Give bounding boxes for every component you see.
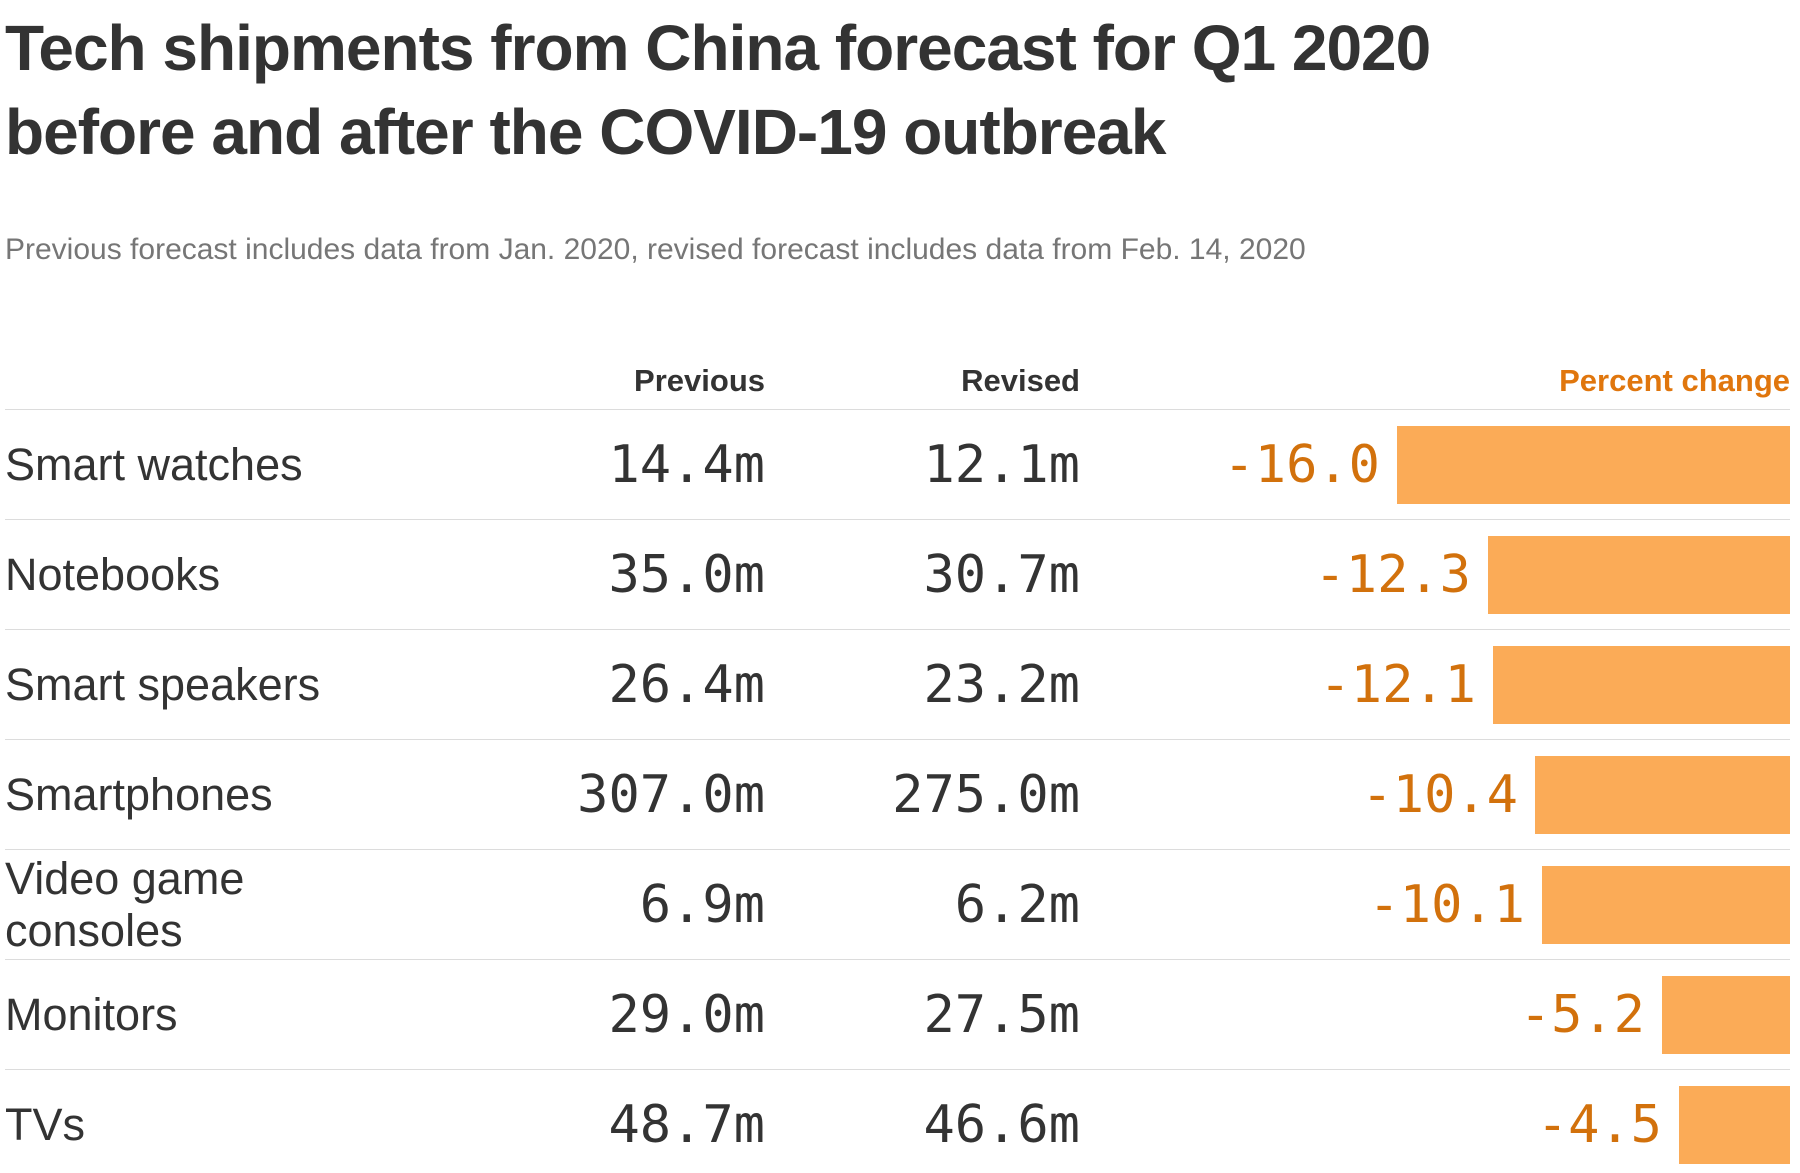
table-row: Smart watches 14.4m 12.1m -16.0 bbox=[5, 410, 1790, 520]
product-label: Notebooks bbox=[5, 548, 221, 600]
product-label: Smartphones bbox=[5, 768, 273, 820]
revised-value: 27.5m bbox=[923, 984, 1080, 1045]
product-label: Smart watches bbox=[5, 438, 303, 490]
chart-title: Tech shipments from China forecast for Q… bbox=[5, 6, 1790, 174]
percent-change-bar bbox=[1542, 865, 1790, 944]
percent-change-bar bbox=[1493, 645, 1790, 724]
percent-change-bar bbox=[1397, 425, 1790, 504]
percent-change-bar bbox=[1662, 975, 1790, 1054]
revised-value: 6.2m bbox=[954, 874, 1080, 935]
percent-change-value: -4.5 bbox=[1536, 1094, 1662, 1155]
table-body: Smart watches 14.4m 12.1m -16.0 Notebook… bbox=[5, 410, 1790, 1173]
previous-value: 35.0m bbox=[608, 544, 765, 605]
percent-change-value: -12.3 bbox=[1314, 544, 1471, 605]
percent-change-bar bbox=[1535, 755, 1790, 834]
percent-change-bar bbox=[1679, 1085, 1790, 1164]
chart-title-line1: Tech shipments from China forecast for Q… bbox=[5, 12, 1431, 84]
percent-change-bar bbox=[1488, 535, 1790, 614]
percent-change-cell: -12.1 bbox=[1080, 645, 1790, 724]
previous-value: 26.4m bbox=[608, 654, 765, 715]
previous-value: 14.4m bbox=[608, 434, 765, 495]
percent-change-value: -5.2 bbox=[1519, 984, 1645, 1045]
table-header-row: Previous Revised Percent change bbox=[5, 351, 1790, 410]
table-row: Smartphones 307.0m 275.0m -10.4 bbox=[5, 740, 1790, 850]
percent-change-value: -12.1 bbox=[1319, 654, 1476, 715]
table-row: TVs 48.7m 46.6m -4.5 bbox=[5, 1070, 1790, 1173]
product-label: Video game consoles bbox=[5, 852, 245, 956]
revised-value: 46.6m bbox=[923, 1094, 1080, 1155]
product-label: Monitors bbox=[5, 988, 178, 1040]
percent-change-cell: -4.5 bbox=[1080, 1085, 1790, 1164]
revised-value: 12.1m bbox=[923, 434, 1080, 495]
percent-change-cell: -10.4 bbox=[1080, 755, 1790, 834]
column-header-revised: Revised bbox=[961, 363, 1080, 398]
table-row: Video game consoles 6.9m 6.2m -10.1 bbox=[5, 850, 1790, 960]
column-header-previous: Previous bbox=[634, 363, 765, 398]
table-row: Monitors 29.0m 27.5m -5.2 bbox=[5, 960, 1790, 1070]
column-header-percent-change: Percent change bbox=[1559, 363, 1790, 398]
revised-value: 23.2m bbox=[923, 654, 1080, 715]
chart-title-line2: before and after the COVID-19 outbreak bbox=[5, 96, 1166, 168]
previous-value: 307.0m bbox=[577, 764, 765, 825]
product-label: Smart speakers bbox=[5, 658, 321, 710]
percent-change-cell: -12.3 bbox=[1080, 535, 1790, 614]
percent-change-value: -16.0 bbox=[1223, 434, 1380, 495]
percent-change-cell: -5.2 bbox=[1080, 975, 1790, 1054]
percent-change-value: -10.4 bbox=[1361, 764, 1518, 825]
percent-change-cell: -16.0 bbox=[1080, 425, 1790, 504]
product-label: TVs bbox=[5, 1098, 86, 1150]
table-row: Smart speakers 26.4m 23.2m -12.1 bbox=[5, 630, 1790, 740]
forecast-table: Previous Revised Percent change Smart wa… bbox=[5, 351, 1790, 1173]
revised-value: 275.0m bbox=[892, 764, 1080, 825]
table-row: Notebooks 35.0m 30.7m -12.3 bbox=[5, 520, 1790, 630]
percent-change-cell: -10.1 bbox=[1080, 865, 1790, 944]
previous-value: 6.9m bbox=[639, 874, 765, 935]
previous-value: 48.7m bbox=[608, 1094, 765, 1155]
revised-value: 30.7m bbox=[923, 544, 1080, 605]
chart-subtitle: Previous forecast includes data from Jan… bbox=[5, 233, 1306, 266]
percent-change-value: -10.1 bbox=[1368, 874, 1525, 935]
previous-value: 29.0m bbox=[608, 984, 765, 1045]
